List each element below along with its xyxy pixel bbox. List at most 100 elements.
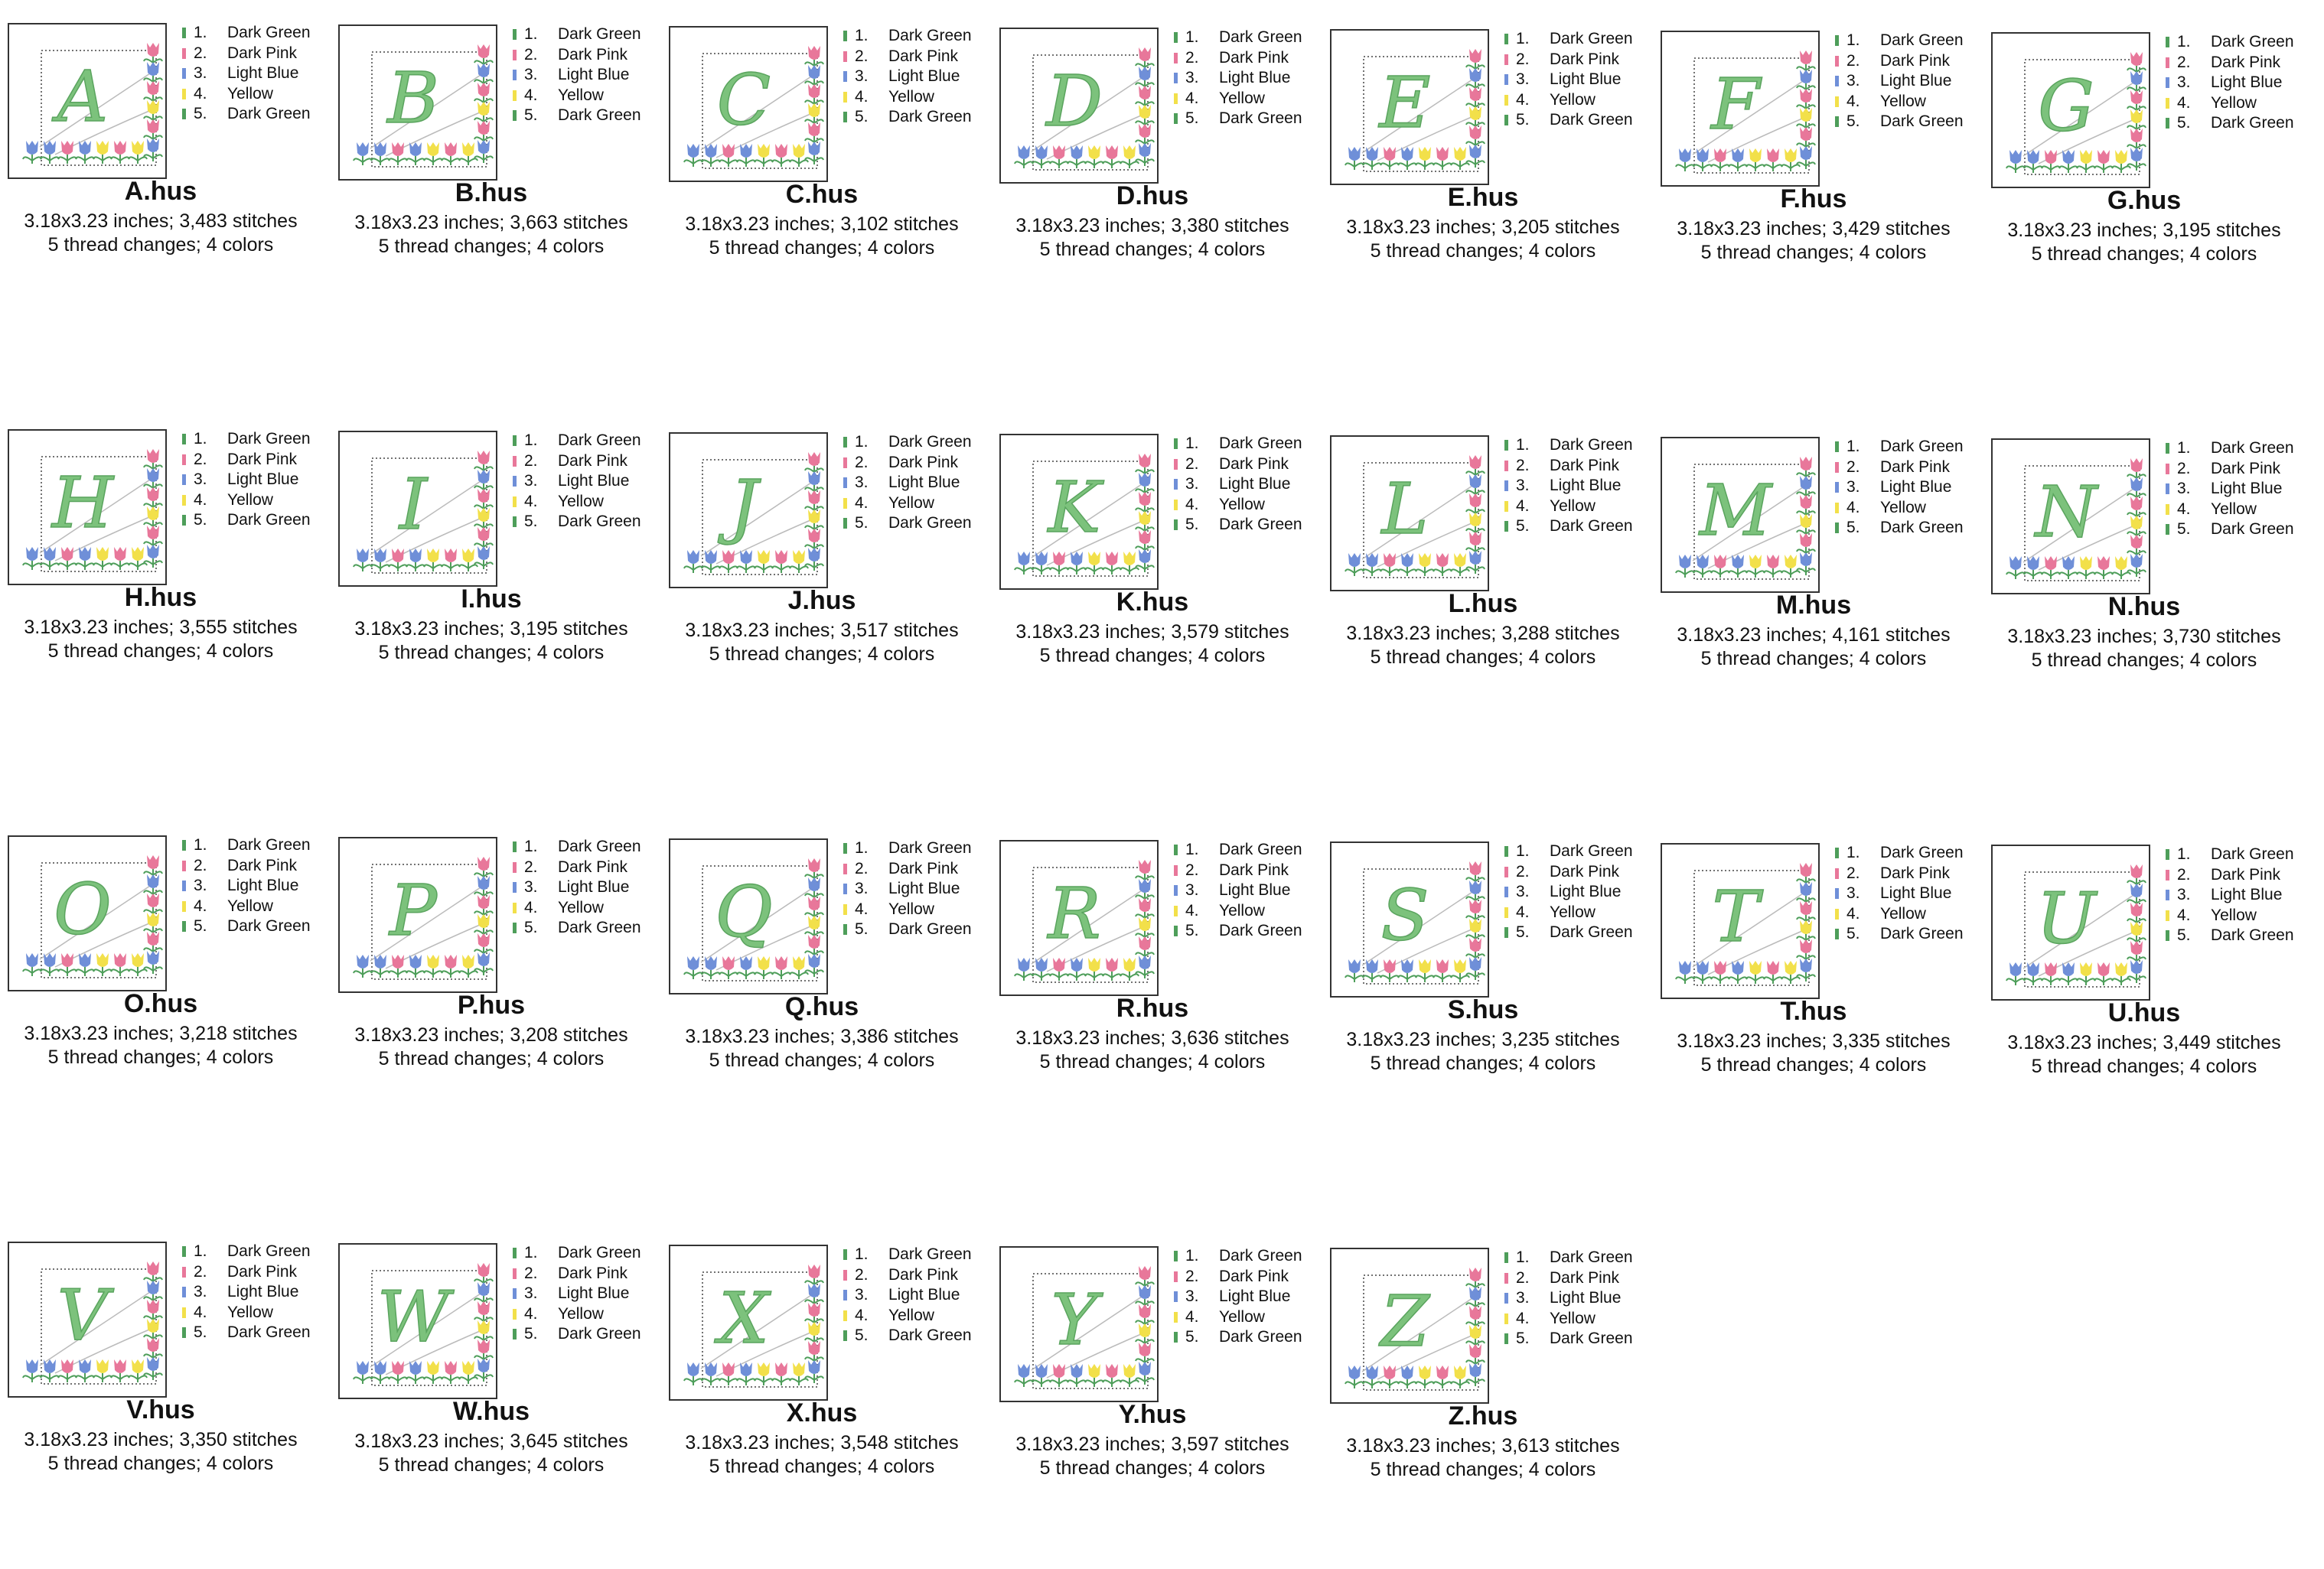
thread-color-swatch	[843, 1269, 847, 1281]
thread-number: 4.	[1185, 89, 1199, 107]
tulip-icon	[110, 953, 130, 976]
thread-number: 4.	[524, 492, 538, 510]
design-card[interactable]: X 1. Dark Green 2. Dark Pink 3. Light Blue 4. Ye…	[669, 1245, 998, 1566]
design-filename: E.hus	[1447, 183, 1519, 212]
tulip-border	[1345, 1268, 1485, 1388]
thread-number: 1.	[1516, 1248, 1530, 1266]
design-filename: Q.hus	[784, 992, 859, 1021]
tulip-icon	[1084, 145, 1104, 168]
thread-item: 4. Yellow	[1174, 89, 1327, 109]
thread-name: Dark Green	[1880, 112, 1964, 130]
tulip-icon	[2094, 150, 2114, 173]
design-card[interactable]: D 1. Dark Green 2. Dark Pink 3. Light Blue 4. Ye…	[999, 28, 1328, 349]
tulip-icon	[1135, 860, 1155, 883]
thread-name: Dark Pink	[558, 45, 628, 63]
thread-legend: 1. Dark Green 2. Dark Pink 3. Light Blue 4. Yel…	[513, 431, 666, 532]
thread-item: 2. Dark Pink	[182, 1262, 335, 1283]
design-thread-changes: 5 thread changes; 4 colors	[709, 643, 935, 665]
thread-number: 1.	[1516, 30, 1530, 47]
tulip-icon	[143, 874, 163, 897]
design-preview: V	[8, 1242, 167, 1398]
tulip-icon	[474, 470, 494, 493]
tulip-icon	[1135, 1362, 1155, 1385]
thread-item: 5. Dark Green	[1835, 112, 1988, 132]
thread-name: Dark Pink	[1880, 864, 1951, 882]
tulip-icon	[1067, 552, 1087, 575]
thread-item: 2. Dark Pink	[1174, 48, 1327, 69]
design-card[interactable]: S 1. Dark Green 2. Dark Pink 3. Light Blue 4. Ye…	[1330, 841, 1659, 1163]
thread-legend: 1. Dark Green 2. Dark Pink 3. Light Blue 4. Yel…	[182, 1242, 335, 1343]
design-card[interactable]: J 1. Dark Green 2. Dark Pink 3. Light Blue 4. Ye…	[669, 432, 998, 754]
design-card[interactable]: G 1. Dark Green 2. Dark Pink 3. Light Blue 4. Ye…	[1991, 32, 2320, 353]
design-card[interactable]: V 1. Dark Green 2. Dark Pink 3. Light Blue 4. Ye…	[8, 1242, 337, 1563]
thread-number: 4.	[855, 493, 869, 512]
design-size-stitches: 3.18x3.23 inches; 3,218 stitches	[24, 1023, 298, 1044]
thread-item: 2. Dark Pink	[1835, 51, 1988, 72]
thread-number: 4.	[1516, 496, 1530, 515]
thread-number: 2.	[1185, 1267, 1199, 1285]
tulip-border	[22, 43, 163, 164]
design-card[interactable]: Y 1. Dark Green 2. Dark Pink 3. Light Blue 4. Ye…	[999, 1246, 1328, 1567]
tulip-icon	[1433, 1366, 1452, 1388]
design-card[interactable]: R 1. Dark Green 2. Dark Pink 3. Light Blue 4. Ye…	[999, 840, 1328, 1161]
thread-name: Light Blue	[1550, 70, 1622, 88]
thread-name: Dark Green	[1219, 841, 1302, 858]
tulip-border	[353, 44, 494, 165]
design-card[interactable]: Q 1. Dark Green 2. Dark Pink 3. Light Blue 4. Ye…	[669, 838, 998, 1160]
thread-name: Dark Pink	[1550, 456, 1620, 474]
thread-item: 5. Dark Green	[182, 104, 335, 125]
design-details: 3.18x3.23 inches; 3,449 stitches 5 thread…	[1983, 1031, 2305, 1079]
design-card[interactable]: H 1. Dark Green 2. Dark Pink 3. Light Blue 4. Ye…	[8, 429, 337, 750]
design-card[interactable]: A 1. Dark Green 2. Dark Pink 3. Light Blue 4. Ye…	[8, 23, 337, 344]
thread-name: Dark Green	[227, 917, 311, 935]
thread-color-swatch	[843, 1310, 847, 1321]
design-card[interactable]: L 1. Dark Green 2. Dark Pink 3. Light Blue 4. Ye…	[1330, 435, 1659, 757]
thread-number: 1.	[1516, 436, 1530, 454]
design-size-stitches: 3.18x3.23 inches; 3,730 stitches	[2007, 626, 2281, 647]
monogram-letter: D	[1045, 60, 1103, 142]
thread-name: Yellow	[2211, 93, 2257, 112]
design-card[interactable]: W 1. Dark Green 2. Dark Pink 3. Light Blue 4. Ye…	[338, 1243, 667, 1564]
design-card[interactable]: O 1. Dark Green 2. Dark Pink 3. Light Blue 4. Ye…	[8, 835, 337, 1157]
design-card[interactable]: Z 1. Dark Green 2. Dark Pink 3. Light Blue 4. Ye…	[1330, 1248, 1659, 1569]
thread-color-swatch	[182, 434, 186, 444]
design-card[interactable]: B 1. Dark Green 2. Dark Pink 3. Light Blue 4. Ye…	[338, 24, 667, 346]
thread-number: 4.	[1516, 90, 1530, 109]
design-card[interactable]: I 1. Dark Green 2. Dark Pink 3. Light Blue 4. Ye…	[338, 431, 667, 752]
tulip-border	[1014, 454, 1155, 575]
design-card[interactable]: F 1. Dark Green 2. Dark Pink 3. Light Blue 4. Ye…	[1661, 31, 1990, 352]
design-preview-image: H	[22, 449, 163, 572]
design-card[interactable]: M 1. Dark Green 2. Dark Pink 3. Light Blue 4. Ye…	[1661, 437, 1990, 758]
design-card[interactable]: K 1. Dark Green 2. Dark Pink 3. Light Blue 4. Ye…	[999, 434, 1328, 755]
thread-name: Light Blue	[1550, 883, 1622, 900]
tulip-icon	[2076, 556, 2096, 579]
thread-item: 2. Dark Pink	[2166, 53, 2319, 73]
design-card[interactable]: U 1. Dark Green 2. Dark Pink 3. Light Blue 4. Ye…	[1991, 845, 2320, 1166]
thread-item: 2. Dark Pink	[513, 1264, 666, 1284]
thread-name: Dark Pink	[888, 47, 959, 65]
design-card[interactable]: N 1. Dark Green 2. Dark Pink 3. Light Blue 4. Ye…	[1991, 438, 2320, 760]
design-card[interactable]: C 1. Dark Green 2. Dark Pink 3. Light Blue 4. Ye…	[669, 26, 998, 347]
thread-number: 3.	[194, 64, 207, 82]
thread-number: 3.	[2177, 480, 2191, 497]
design-card[interactable]: T 1. Dark Green 2. Dark Pink 3. Light Blue 4. Ye…	[1661, 843, 1990, 1164]
tulip-icon	[1084, 958, 1104, 981]
design-preview: O	[8, 835, 167, 991]
thread-item: 5. Dark Green	[843, 513, 996, 534]
design-card[interactable]: E 1. Dark Green 2. Dark Pink 3. Light Blue 4. Ye…	[1330, 29, 1659, 350]
tulip-icon	[458, 1361, 478, 1384]
design-details: 3.18x3.23 inches; 3,429 stitches 5 thread…	[1653, 217, 1974, 265]
tulip-icon	[683, 144, 703, 167]
thread-number: 5.	[1516, 517, 1530, 535]
design-card[interactable]: P 1. Dark Green 2. Dark Pink 3. Light Blue 4. Ye…	[338, 837, 667, 1158]
thread-name: Dark Green	[227, 511, 311, 529]
design-preview: F	[1661, 31, 1820, 187]
tulip-icon	[1796, 514, 1816, 537]
thread-item: 1. Dark Green	[1504, 435, 1657, 456]
tulip-icon	[1796, 920, 1816, 943]
thread-number: 2.	[855, 1265, 869, 1284]
tulip-icon	[1710, 961, 1730, 984]
design-details: 3.18x3.23 inches; 3,350 stitches 5 thread…	[0, 1428, 321, 1476]
tulip-icon	[474, 140, 494, 163]
design-details: 3.18x3.23 inches; 3,195 stitches 5 thread…	[1983, 219, 2305, 266]
